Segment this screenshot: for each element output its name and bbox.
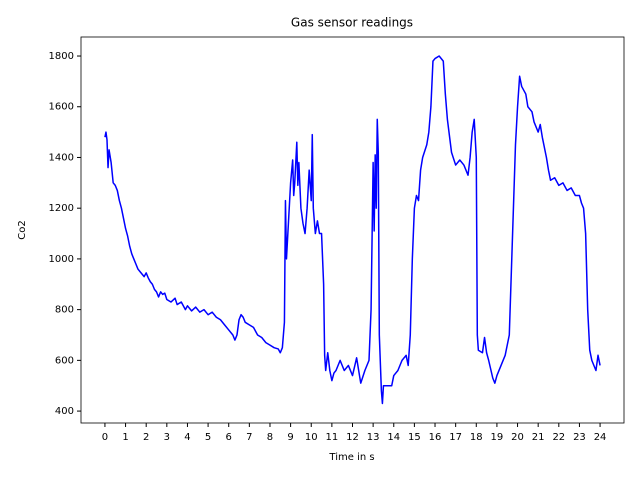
- data-line: [104, 55, 601, 405]
- x-tick-label: 20: [511, 432, 524, 443]
- x-tick-label: 11: [326, 432, 339, 443]
- x-tick-label: 18: [470, 432, 483, 443]
- y-tick-label: 1200: [49, 203, 74, 214]
- chart-title: Gas sensor readings: [291, 16, 413, 30]
- x-tick-label: 16: [429, 432, 442, 443]
- y-tick-label: 800: [55, 305, 74, 316]
- x-tick-label: 21: [532, 432, 545, 443]
- x-tick-label: 13: [367, 432, 380, 443]
- x-tick-label: 5: [205, 432, 211, 443]
- x-tick-label: 1: [122, 432, 128, 443]
- x-tick-label: 10: [305, 432, 318, 443]
- x-tick-label: 14: [387, 432, 400, 443]
- x-tick-label: 22: [552, 432, 565, 443]
- y-tick-label: 1000: [49, 254, 74, 265]
- y-tick-label: 600: [55, 355, 74, 366]
- x-tick-label: 15: [408, 432, 421, 443]
- y-tick-label: 1800: [49, 51, 74, 62]
- y-axis-label: Co2: [17, 220, 28, 239]
- y-tick-label: 1600: [49, 102, 74, 113]
- x-tick-label: 19: [491, 432, 504, 443]
- x-axis-label: Time in s: [328, 452, 374, 463]
- y-tick-label: 1400: [49, 152, 74, 163]
- axes-frame: [80, 36, 625, 424]
- x-tick-label: 0: [102, 432, 108, 443]
- x-tick-label: 7: [246, 432, 252, 443]
- x-tick-label: 2: [143, 432, 149, 443]
- x-tick-label: 17: [449, 432, 462, 443]
- x-tick-label: 9: [287, 432, 293, 443]
- x-tick-label: 3: [164, 432, 170, 443]
- y-tick-label: 400: [55, 406, 74, 417]
- x-tick-label: 6: [226, 432, 232, 443]
- x-tick-label: 24: [594, 432, 607, 443]
- x-tick-label: 12: [346, 432, 359, 443]
- x-tick-label: 23: [573, 432, 586, 443]
- x-tick-label: 4: [184, 432, 190, 443]
- x-tick-label: 8: [267, 432, 273, 443]
